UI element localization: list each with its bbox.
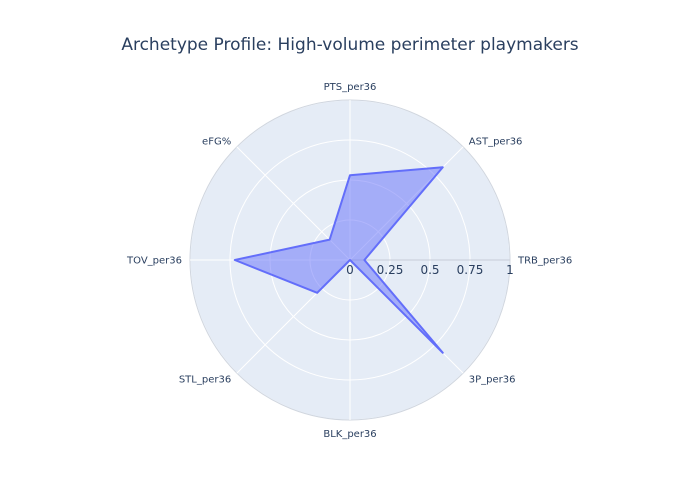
axis-label-4: BLK_per36	[323, 429, 376, 440]
axis-label-3: 3P_per36	[469, 374, 516, 385]
series-layer	[233, 166, 444, 354]
series-area-0	[233, 166, 444, 354]
chart-title: Archetype Profile: High-volume perimeter…	[121, 35, 578, 55]
radial-tick-label-4: 1	[506, 263, 514, 277]
axis-label-0: PTS_per36	[324, 82, 377, 93]
axis-label-2: TRB_per36	[517, 256, 572, 267]
series-point-0-6	[233, 259, 236, 262]
axis-label-6: TOV_per36	[126, 256, 182, 267]
series-point-0-3	[441, 351, 444, 354]
radial-tick-label-3: 0.75	[457, 263, 484, 277]
radial-tick-label-2: 0.5	[420, 263, 439, 277]
series-point-0-0	[349, 174, 352, 177]
series-point-0-1	[441, 166, 444, 169]
radial-tick-labels: 0 0.25 0.5 0.75 1	[346, 263, 514, 277]
series-point-0-5	[316, 291, 319, 294]
axis-labels: PTS_per36 AST_per36 TRB_per36 3P_per36 BLK_p…	[126, 82, 572, 440]
radial-tick-label-1: 0.25	[377, 263, 404, 277]
axis-label-1: AST_per36	[469, 137, 523, 148]
axis-label-5: STL_per36	[179, 374, 231, 385]
series-point-0-2	[363, 259, 366, 262]
radial-tick-label-0: 0	[346, 263, 354, 277]
axis-label-7: eFG%	[202, 137, 231, 148]
series-point-0-4	[349, 259, 352, 262]
series-point-0-7	[328, 238, 331, 241]
